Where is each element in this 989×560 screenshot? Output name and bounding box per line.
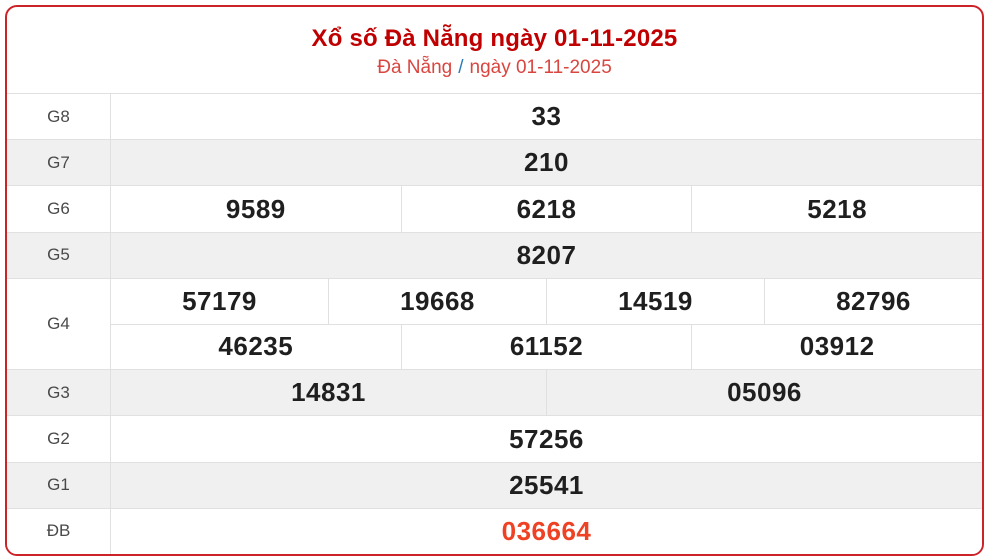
prize-value-line: 9589 6218 5218 <box>111 186 982 232</box>
prize-row-g7: G7 210 <box>7 139 982 186</box>
prize-value-line: 210 <box>111 140 982 185</box>
prize-number: 03912 <box>691 324 982 370</box>
prize-label: G6 <box>7 186 111 232</box>
prize-number: 57179 <box>182 285 257 316</box>
prize-number: 61152 <box>400 324 692 370</box>
prize-number: 14831 <box>291 377 366 408</box>
prize-values: 210 <box>111 140 982 185</box>
prize-values: 57256 <box>111 416 982 461</box>
results-table: G8 33 G7 210 G6 9589 6218 5218 G5 8207 G4 57179 1966… <box>7 93 982 554</box>
prize-values: 036664 <box>111 509 982 554</box>
prize-label: G8 <box>7 94 111 140</box>
prize-row-g5: G5 8207 <box>7 231 982 278</box>
prize-number: 9589 <box>225 193 286 224</box>
lottery-results-card: Xổ số Đà Nẵng ngày 01-11-2025 Đà Nẵng / ng… <box>5 5 984 556</box>
prize-values: 25541 <box>111 463 982 508</box>
prize-number: 036664 <box>501 515 592 546</box>
prize-value-line: 33 <box>111 94 982 139</box>
prize-row-g4: G4 57179 19668 14519 82796 46235 61152 03912 <box>7 277 982 370</box>
prize-label: G4 <box>7 278 111 370</box>
prize-value-line: 036664 <box>111 509 982 554</box>
breadcrumb-region-link[interactable]: Đà Nẵng <box>377 57 453 78</box>
prize-value-line: 46235 61152 03912 <box>111 323 982 370</box>
prize-label: G7 <box>7 140 111 186</box>
prize-number: 05096 <box>546 370 982 416</box>
prize-number: 82796 <box>764 278 982 324</box>
prize-label: G2 <box>7 416 111 462</box>
prize-label: ĐB <box>7 508 111 554</box>
prize-value-line: 8207 <box>111 233 982 278</box>
prize-row-g2: G2 57256 <box>7 415 982 462</box>
prize-values: 33 <box>111 94 982 139</box>
prize-value-line: 57179 19668 14519 82796 <box>111 278 982 324</box>
prize-row-g1: G1 25541 <box>7 461 982 508</box>
card-header: Xổ số Đà Nẵng ngày 01-11-2025 Đà Nẵng / ng… <box>7 7 982 93</box>
prize-label: G1 <box>7 462 111 508</box>
prize-row-g6: G6 9589 6218 5218 <box>7 185 982 232</box>
prize-value-line: 25541 <box>111 463 982 508</box>
prize-number: 25541 <box>509 469 584 500</box>
prize-number: 14519 <box>546 278 764 324</box>
breadcrumb-date-link[interactable]: ngày 01-11-2025 <box>469 57 612 78</box>
prize-number: 57256 <box>509 423 584 454</box>
page-title: Xổ số Đà Nẵng ngày 01-11-2025 <box>311 25 678 52</box>
prize-label: G3 <box>7 370 111 416</box>
prize-row-đb: ĐB 036664 <box>7 507 982 554</box>
prize-number: 8207 <box>516 239 577 270</box>
prize-values: 9589 6218 5218 <box>111 186 982 232</box>
prize-row-g8: G8 33 <box>7 93 982 140</box>
prize-number: 46235 <box>218 331 294 362</box>
prize-number: 210 <box>524 147 569 178</box>
prize-number: 6218 <box>400 186 692 232</box>
prize-number: 33 <box>531 101 562 132</box>
breadcrumb: Đà Nẵng / ngày 01-11-2025 <box>377 57 612 79</box>
prize-values: 8207 <box>111 233 982 278</box>
prize-label: G5 <box>7 232 111 278</box>
prize-number: 5218 <box>691 186 982 232</box>
prize-number: 19668 <box>328 278 546 324</box>
breadcrumb-separator: / <box>458 57 464 78</box>
prize-values: 57179 19668 14519 82796 46235 61152 03912 <box>111 278 982 370</box>
prize-values: 14831 05096 <box>111 370 982 416</box>
prize-value-line: 14831 05096 <box>111 370 982 416</box>
prize-value-line: 57256 <box>111 416 982 461</box>
prize-row-g3: G3 14831 05096 <box>7 369 982 416</box>
